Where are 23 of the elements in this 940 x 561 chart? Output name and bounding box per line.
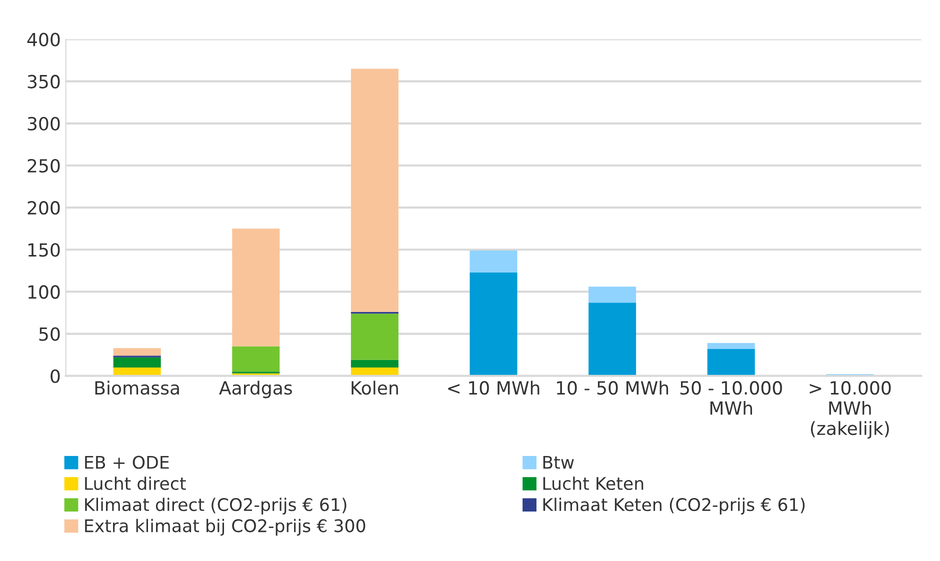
y-tick-label: 250 [28,158,60,173]
y-tick-label: 150 [28,243,60,257]
y-tick-label: 0 [50,369,60,383]
legend-label: Btw [543,456,574,469]
x-tick-label: > 10.000 MWh (zakelijk) [810,381,891,439]
y-tick-label: 50 [39,327,60,341]
x-tick-label: 10 - 50 MWh [557,380,668,395]
legend-label: Klimaat Keten (CO2-prijs € 61) [543,498,805,515]
legend-label: Extra klimaat bij CO2-prijs € 300 [85,518,366,536]
x-tick-label: 50 - 10.000 MWh [680,381,782,415]
x-tick-label: Kolen [352,380,398,395]
x-tick-label: Biomassa [95,380,179,395]
x-tick-label: Aardgas [219,380,292,398]
legend-label: Lucht Keten [543,476,644,490]
legend-label: Klimaat direct (CO2-prijs € 61) [85,498,346,515]
y-tick-label: 200 [28,201,60,215]
x-tick-label: < 10 MWh [448,380,540,395]
y-tick-label: 100 [28,285,60,299]
y-tick-label: 400 [27,32,60,46]
y-tick-label: 300 [28,116,60,131]
legend-label: Lucht direct [85,476,186,490]
legend-label: EB + ODE [85,456,169,469]
y-tick-label: 350 [28,74,60,88]
